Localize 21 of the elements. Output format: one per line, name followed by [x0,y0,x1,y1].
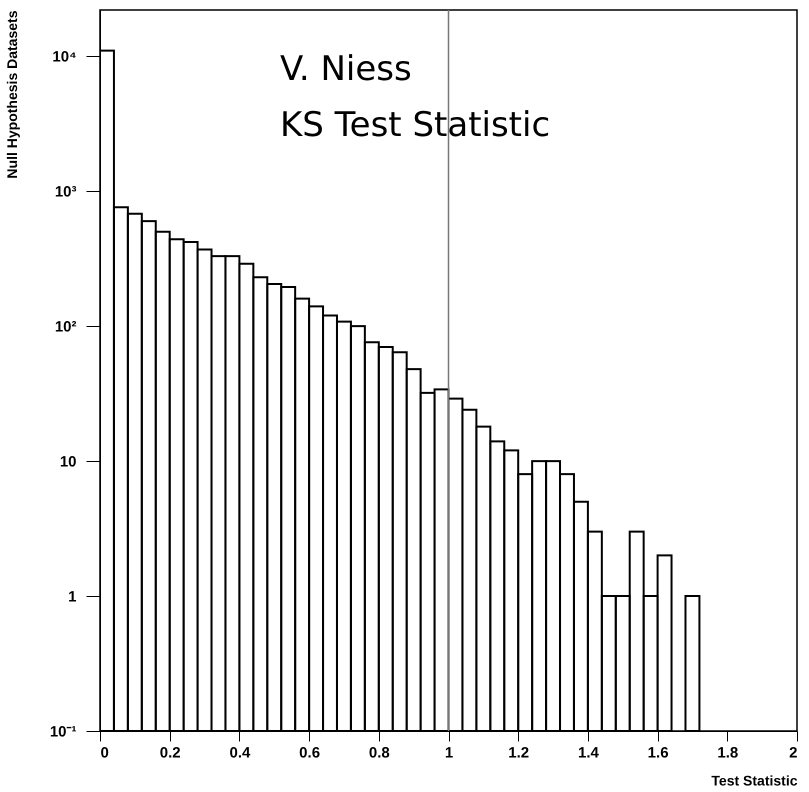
x-tick-label: 1 [444,744,454,762]
x-tick-label: 0.6 [299,744,320,762]
x-axis-title: Test Statistic [711,772,798,788]
y-tick-label: 1 [68,588,76,606]
x-tick-label: 0 [100,744,109,762]
y-tick-label: 10⁴ [52,48,76,66]
x-tick-label: 1.8 [717,744,738,762]
x-tick-label: 2 [789,744,798,762]
y-tick-label: 10 [60,454,76,471]
x-tick-label: 0.4 [229,744,251,762]
x-tick-label: 0.2 [160,744,181,762]
annotation: KS Test Statistic [280,105,550,145]
y-tick-label: 10² [54,318,76,336]
x-tick-label: 1.2 [508,744,530,762]
y-tick-label: 10⁻¹ [50,724,76,740]
annotation: V. Niess [280,49,412,89]
x-tick-label: 1.6 [648,744,669,762]
x-tick-label: 1.4 [578,744,600,762]
y-tick-label: 10³ [54,184,76,201]
y-axis-title: Null Hypothesis Datasets [4,10,20,179]
x-tick-label: 0.8 [368,744,390,762]
